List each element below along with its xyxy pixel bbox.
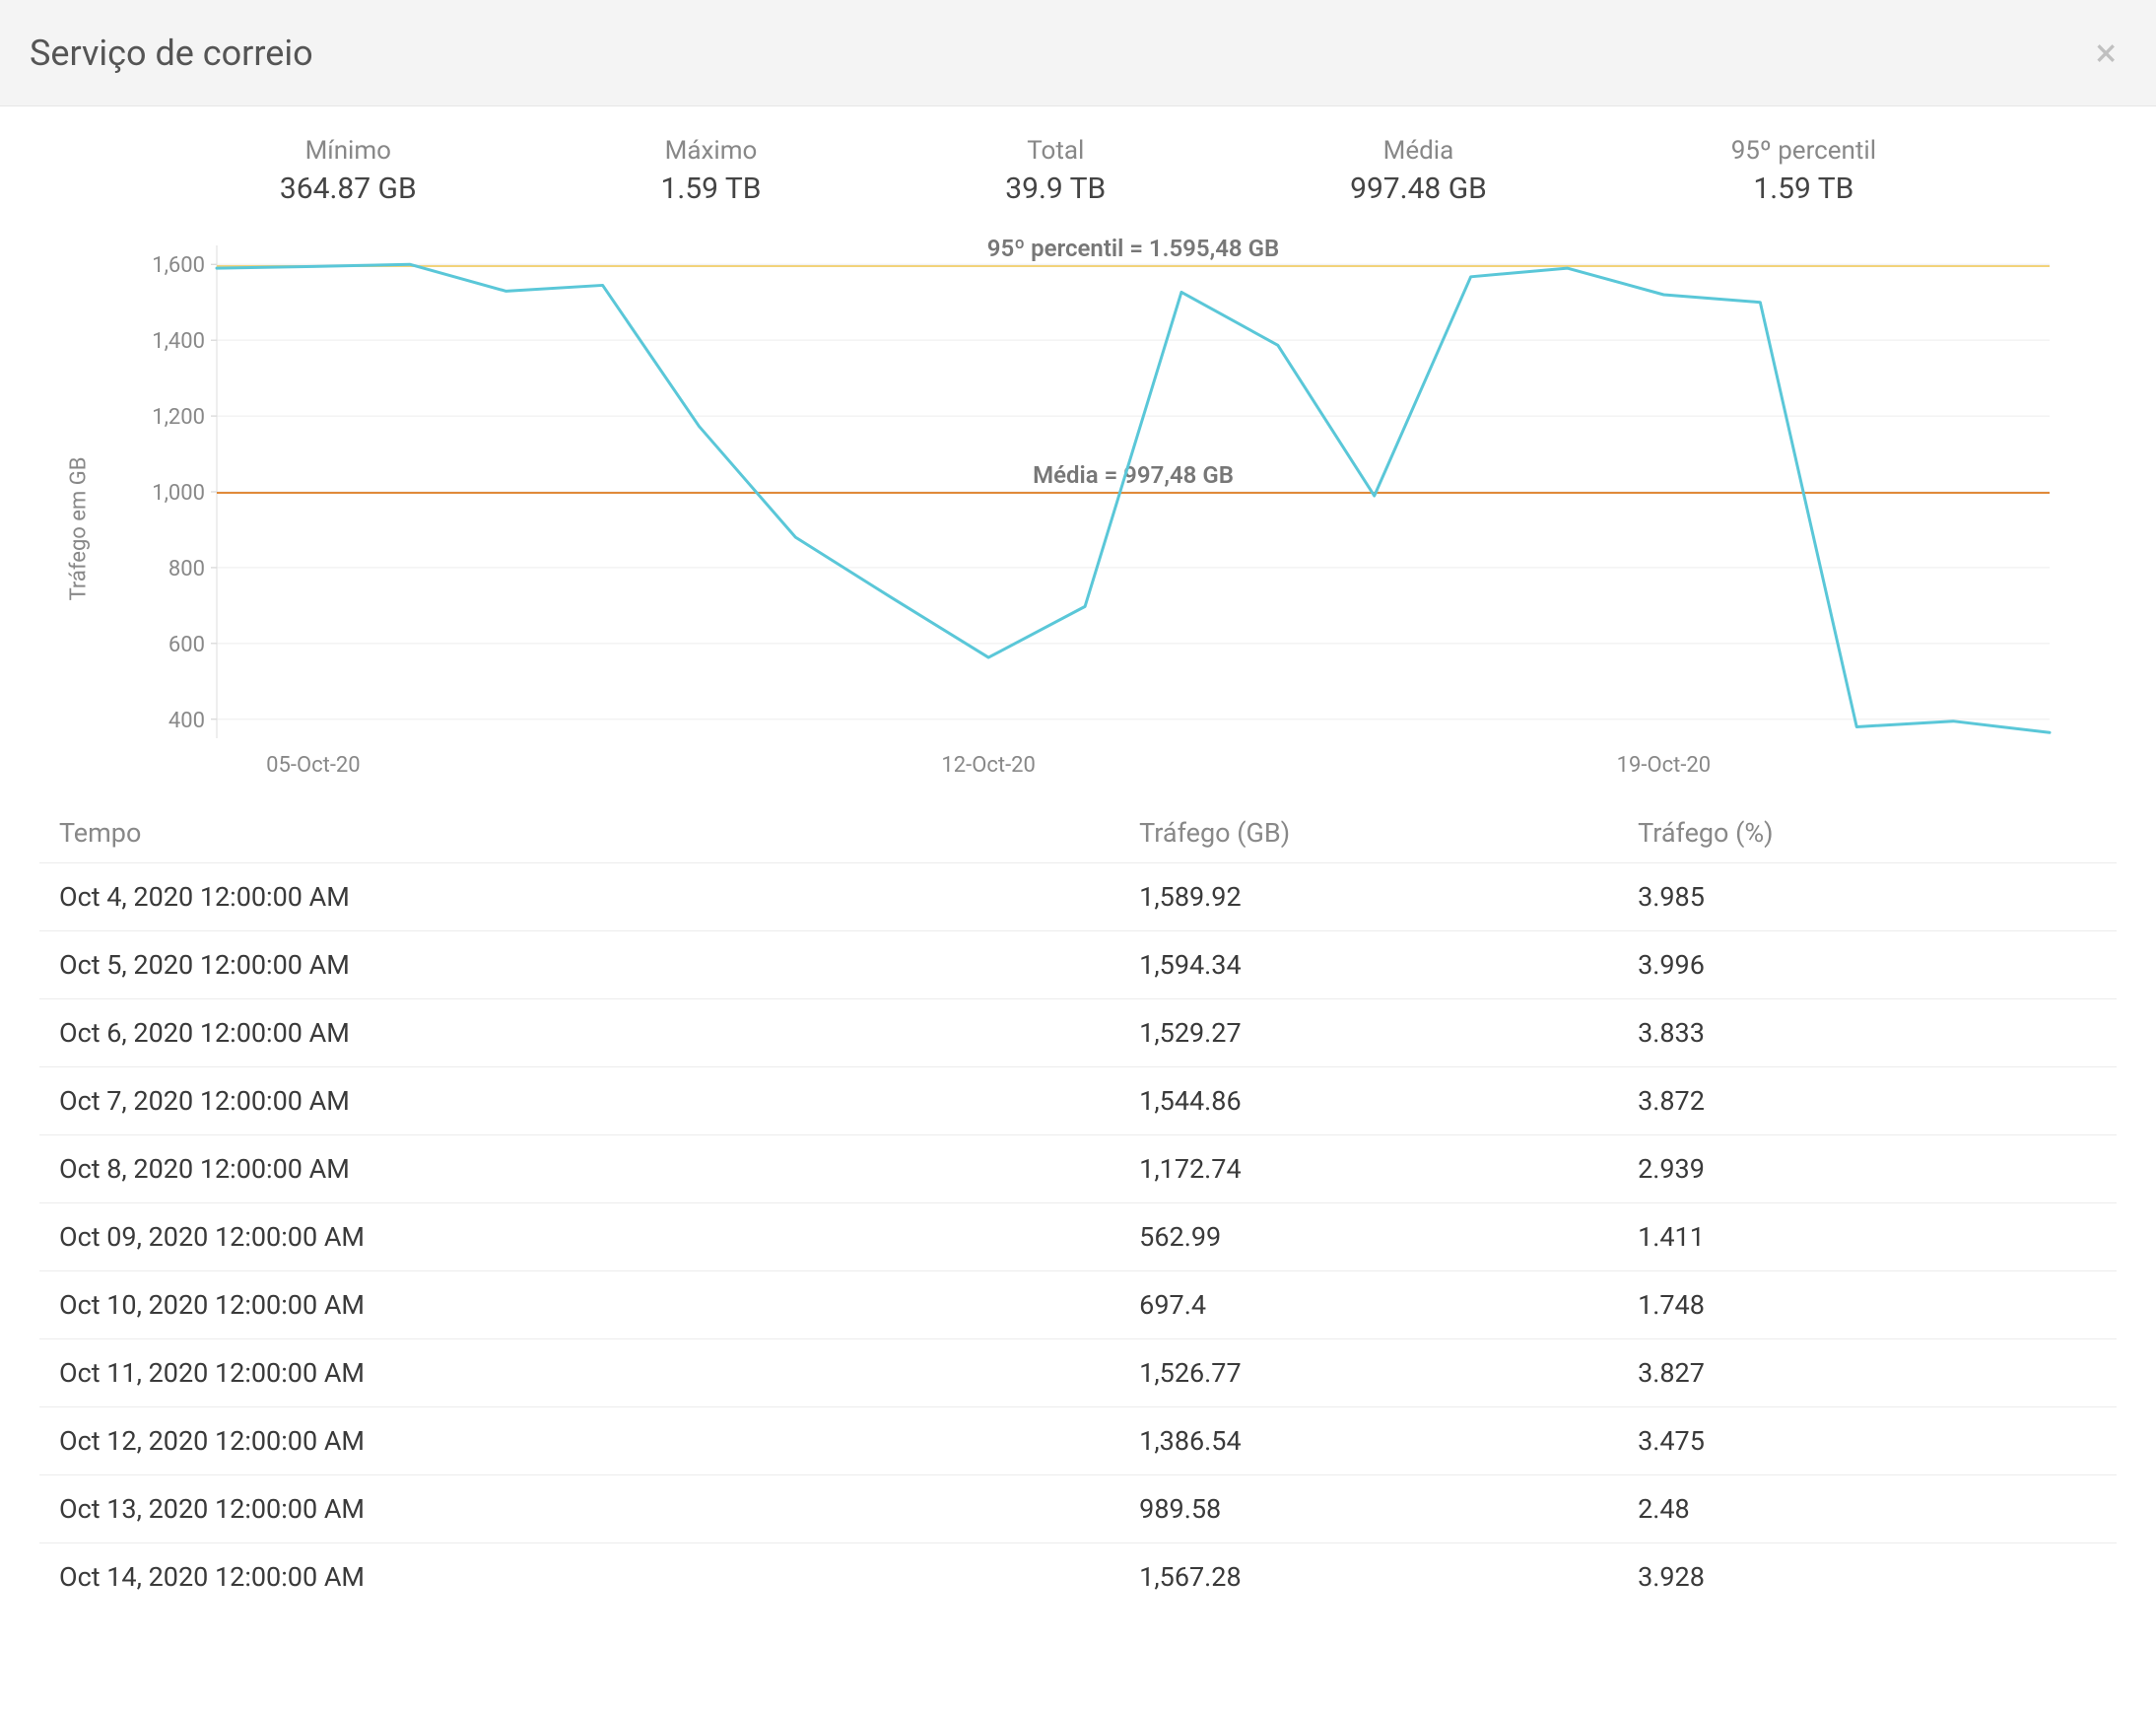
table-cell: 1,386.54 bbox=[1119, 1407, 1618, 1475]
table-row: Oct 11, 2020 12:00:00 AM1,526.773.827 bbox=[39, 1339, 2117, 1407]
table-row: Oct 12, 2020 12:00:00 AM1,386.543.475 bbox=[39, 1407, 2117, 1475]
summary-label: Total bbox=[1005, 136, 1106, 166]
table-cell: 2.48 bbox=[1618, 1475, 2117, 1543]
modal: Serviço de correio × Mínimo 364.87 GB Máxi… bbox=[0, 0, 2156, 1712]
table-row: Oct 10, 2020 12:00:00 AM697.41.748 bbox=[39, 1271, 2117, 1339]
table-row: Oct 4, 2020 12:00:00 AM1,589.923.985 bbox=[39, 863, 2117, 931]
summary-item: Total 39.9 TB bbox=[1005, 136, 1106, 206]
svg-text:400: 400 bbox=[168, 709, 205, 733]
modal-header: Serviço de correio × bbox=[0, 0, 2156, 106]
summary-label: 95º percentil bbox=[1731, 136, 1876, 166]
table-row: Oct 09, 2020 12:00:00 AM562.991.411 bbox=[39, 1203, 2117, 1271]
svg-text:1,400: 1,400 bbox=[152, 329, 205, 354]
table-cell: 1.748 bbox=[1618, 1271, 2117, 1339]
summary-value: 364.87 GB bbox=[280, 171, 417, 206]
table-cell: 1,589.92 bbox=[1119, 863, 1618, 931]
table-cell: 3.996 bbox=[1618, 931, 2117, 999]
traffic-line-chart: 400 600 800 1,000 1,200 1,400 1,600 05-Oct-20 12… bbox=[138, 236, 2069, 788]
table-cell: Oct 4, 2020 12:00:00 AM bbox=[39, 863, 1119, 931]
col-header-time: Tempo bbox=[39, 807, 1119, 863]
svg-text:Média = 997,48 GB: Média = 997,48 GB bbox=[1033, 461, 1234, 489]
svg-text:1,600: 1,600 bbox=[152, 253, 205, 278]
svg-text:05-Oct-20: 05-Oct-20 bbox=[266, 753, 360, 778]
svg-text:600: 600 bbox=[168, 633, 205, 657]
table-cell: 1,567.28 bbox=[1119, 1543, 1618, 1611]
table-cell: 1,526.77 bbox=[1119, 1339, 1618, 1407]
summary-label: Média bbox=[1350, 136, 1487, 166]
svg-text:19-Oct-20: 19-Oct-20 bbox=[1617, 753, 1711, 778]
summary-item: Mínimo 364.87 GB bbox=[280, 136, 417, 206]
table-cell: Oct 6, 2020 12:00:00 AM bbox=[39, 999, 1119, 1067]
summary-label: Máximo bbox=[661, 136, 762, 166]
table-row: Oct 13, 2020 12:00:00 AM989.582.48 bbox=[39, 1475, 2117, 1543]
table-header-row: Tempo Tráfego (GB) Tráfego (%) bbox=[39, 807, 2117, 863]
svg-text:12-Oct-20: 12-Oct-20 bbox=[941, 753, 1035, 778]
table-cell: Oct 12, 2020 12:00:00 AM bbox=[39, 1407, 1119, 1475]
table-cell: Oct 8, 2020 12:00:00 AM bbox=[39, 1135, 1119, 1203]
table-cell: Oct 5, 2020 12:00:00 AM bbox=[39, 931, 1119, 999]
summary-value: 39.9 TB bbox=[1005, 171, 1106, 206]
table-cell: 3.872 bbox=[1618, 1067, 2117, 1135]
close-icon[interactable]: × bbox=[2096, 30, 2117, 76]
table-cell: Oct 10, 2020 12:00:00 AM bbox=[39, 1271, 1119, 1339]
table-cell: 1,529.27 bbox=[1119, 999, 1618, 1067]
table-cell: 697.4 bbox=[1119, 1271, 1618, 1339]
summary-value: 1.59 TB bbox=[661, 171, 762, 206]
svg-text:1,000: 1,000 bbox=[152, 481, 205, 506]
table-row: Oct 8, 2020 12:00:00 AM1,172.742.939 bbox=[39, 1135, 2117, 1203]
col-header-gb: Tráfego (GB) bbox=[1119, 807, 1618, 863]
modal-content: Mínimo 364.87 GB Máximo 1.59 TB Total 39.9 TB… bbox=[0, 106, 2156, 1610]
summary-value: 1.59 TB bbox=[1731, 171, 1876, 206]
table-cell: 3.985 bbox=[1618, 863, 2117, 931]
summary-item: Máximo 1.59 TB bbox=[661, 136, 762, 206]
table-cell: 1,594.34 bbox=[1119, 931, 1618, 999]
chart-container: Tráfego em GB 400 600 800 1,000 1,200 1,400 1,… bbox=[39, 226, 2117, 807]
col-header-pct: Tráfego (%) bbox=[1618, 807, 2117, 863]
summary-row: Mínimo 364.87 GB Máximo 1.59 TB Total 39.9 TB… bbox=[39, 106, 2117, 226]
table-cell: 989.58 bbox=[1119, 1475, 1618, 1543]
table-cell: 2.939 bbox=[1618, 1135, 2117, 1203]
table-cell: Oct 11, 2020 12:00:00 AM bbox=[39, 1339, 1119, 1407]
summary-item: 95º percentil 1.59 TB bbox=[1731, 136, 1876, 206]
svg-text:800: 800 bbox=[168, 557, 205, 582]
table-cell: 1,544.86 bbox=[1119, 1067, 1618, 1135]
summary-item: Média 997.48 GB bbox=[1350, 136, 1487, 206]
table-cell: 562.99 bbox=[1119, 1203, 1618, 1271]
table-row: Oct 14, 2020 12:00:00 AM1,567.283.928 bbox=[39, 1543, 2117, 1611]
y-axis-title: Tráfego em GB bbox=[67, 457, 92, 601]
table-cell: Oct 7, 2020 12:00:00 AM bbox=[39, 1067, 1119, 1135]
svg-text:95º percentil = 1.595,48 GB: 95º percentil = 1.595,48 GB bbox=[987, 236, 1279, 262]
table-cell: 3.475 bbox=[1618, 1407, 2117, 1475]
table-row: Oct 6, 2020 12:00:00 AM1,529.273.833 bbox=[39, 999, 2117, 1067]
table-cell: 1.411 bbox=[1618, 1203, 2117, 1271]
table-cell: 3.928 bbox=[1618, 1543, 2117, 1611]
table-cell: Oct 13, 2020 12:00:00 AM bbox=[39, 1475, 1119, 1543]
table-cell: Oct 14, 2020 12:00:00 AM bbox=[39, 1543, 1119, 1611]
summary-value: 997.48 GB bbox=[1350, 171, 1487, 206]
table-cell: 3.827 bbox=[1618, 1339, 2117, 1407]
table-cell: 1,172.74 bbox=[1119, 1135, 1618, 1203]
modal-title: Serviço de correio bbox=[30, 33, 313, 74]
table-row: Oct 7, 2020 12:00:00 AM1,544.863.872 bbox=[39, 1067, 2117, 1135]
table-cell: 3.833 bbox=[1618, 999, 2117, 1067]
table-cell: Oct 09, 2020 12:00:00 AM bbox=[39, 1203, 1119, 1271]
table-row: Oct 5, 2020 12:00:00 AM1,594.343.996 bbox=[39, 931, 2117, 999]
traffic-table: Tempo Tráfego (GB) Tráfego (%) Oct 4, 20… bbox=[39, 807, 2117, 1610]
summary-label: Mínimo bbox=[280, 136, 417, 166]
svg-text:1,200: 1,200 bbox=[152, 405, 205, 430]
